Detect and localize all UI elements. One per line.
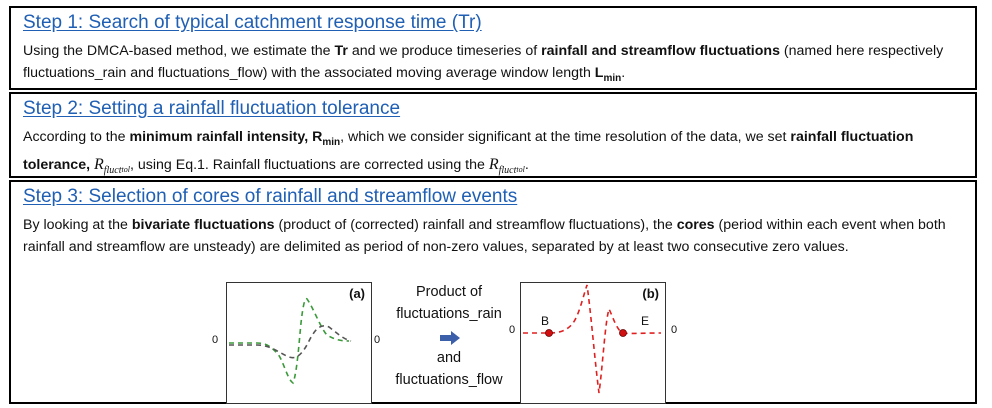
middle-line-4: fluctuations_flow xyxy=(395,372,503,388)
panel-b-zero-right: 0 xyxy=(671,324,678,336)
step2-symbol-2-sub2: tol xyxy=(516,165,525,174)
step3-text-1: By looking at the xyxy=(23,217,132,233)
step2-rmin-sub: min xyxy=(322,137,341,148)
step3-text-3: (period within each event when both rain… xyxy=(23,217,946,255)
begin-label: B xyxy=(541,314,550,328)
begin-point xyxy=(545,329,553,337)
step1-box: Step 1: Search of typical catchment resp… xyxy=(9,6,977,90)
step1-text-2: and we produce timeseries of xyxy=(347,43,542,59)
product-curve xyxy=(523,284,662,394)
step2-box: Step 2: Setting a rainfall fluctuation t… xyxy=(9,92,977,178)
right-arrow-icon xyxy=(440,331,460,345)
panel-a-label: (a) xyxy=(349,286,365,301)
rain-fluctuation-curve xyxy=(229,297,350,385)
end-point xyxy=(619,329,627,337)
step2-text-3: , using Eq.1. Rainfall fluctuations are … xyxy=(129,157,489,173)
step1-bold-fluct: rainfall and streamflow fluctuations xyxy=(541,43,780,59)
middle-line-2: fluctuations_rain xyxy=(396,306,502,322)
step3-bold-bivariate: bivariate fluctuations xyxy=(131,217,275,233)
panel-a-zero-left: 0 xyxy=(212,334,219,346)
step1-text: Using the DMCA-based method, we estimate… xyxy=(23,40,965,90)
step1-bold-tr: Tr xyxy=(334,43,348,59)
end-label: E xyxy=(641,314,650,328)
step2-bold-tolerance: rainfall fluctuation tolerance, xyxy=(23,129,914,173)
step2-text-2: , which we consider significant at the t… xyxy=(340,129,791,145)
step3-box: Step 3: Selection of cores of rainfall a… xyxy=(9,180,977,404)
step1-bold-l: L xyxy=(594,65,604,81)
step2-symbol-1-sub: fluct xyxy=(103,165,122,176)
step2-bold-rmin: minimum rainfall intensity, R xyxy=(129,129,323,145)
step2-text: According to the minimum rainfall intens… xyxy=(23,126,965,182)
step2-title: Step 2: Setting a rainfall fluctuation t… xyxy=(23,98,401,119)
step2-symbol-1-sub2: tol xyxy=(121,165,130,174)
step1-text-3: (named here respectively fluctuations_ra… xyxy=(23,43,944,81)
step3-bold-cores: cores xyxy=(676,217,715,233)
product-panel: (b) B E xyxy=(520,282,666,404)
fluctuations-plot xyxy=(229,297,352,385)
step2-text-1: According to the xyxy=(23,129,130,145)
step2-symbol-1: R xyxy=(93,156,104,173)
step1-text-4: . xyxy=(621,65,626,81)
step3-text: By looking at the bivariate fluctuations… xyxy=(23,214,965,258)
panel-b-label: (b) xyxy=(642,286,659,301)
step1-title: Step 1: Search of typical catchment resp… xyxy=(23,12,482,33)
step2-text-4: . xyxy=(524,157,529,173)
step1-text-1: Using the DMCA-based method, we estimate… xyxy=(23,43,335,59)
middle-line-1: Product of xyxy=(415,284,483,300)
step2-symbol-2: R xyxy=(488,156,499,173)
step3-title: Step 3: Selection of cores of rainfall a… xyxy=(23,186,518,207)
step2-symbol-2-sub: fluct xyxy=(498,165,517,176)
flow-fluctuation-curve xyxy=(229,325,352,359)
middle-line-3: and xyxy=(436,350,462,366)
step3-text-2: (product of (corrected) rainfall and str… xyxy=(274,217,677,233)
step1-lmin-sub: min xyxy=(603,73,622,84)
fluctuations-panel: (a) xyxy=(226,282,372,404)
panel-a-zero-right: 0 xyxy=(374,334,381,346)
product-plot xyxy=(523,284,662,394)
panel-b-zero-left: 0 xyxy=(509,324,516,336)
